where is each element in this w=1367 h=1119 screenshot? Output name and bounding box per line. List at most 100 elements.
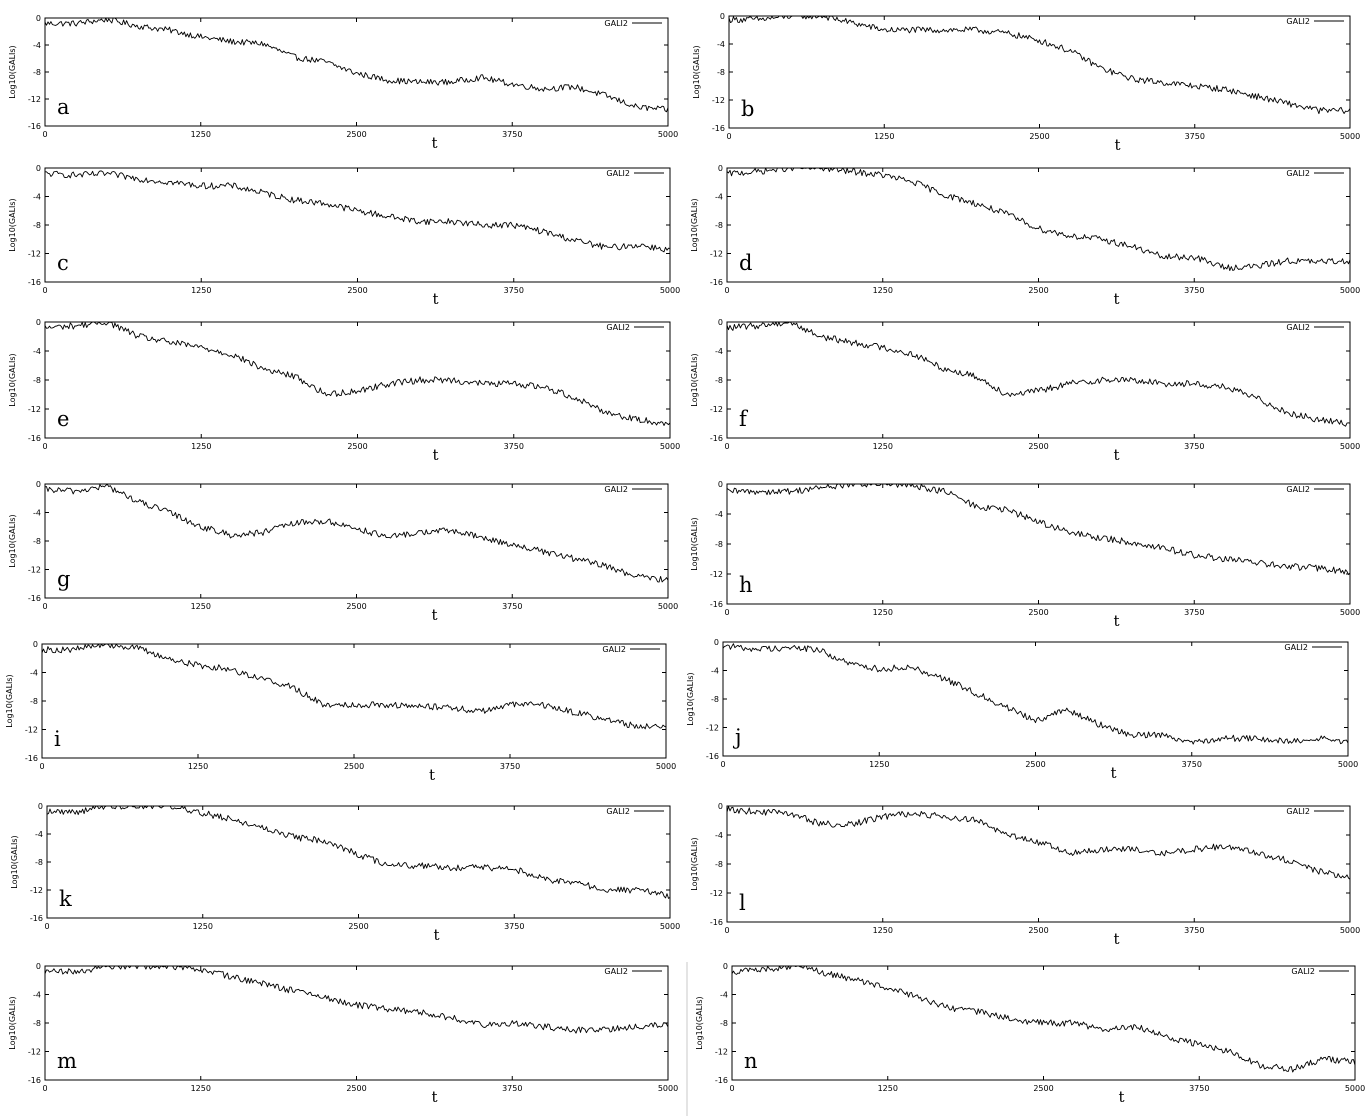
y-tick-label: -4 [33, 193, 41, 202]
y-tick-label: -8 [33, 1019, 41, 1028]
legend-label: GALI2 [604, 485, 628, 494]
x-tick-label: 3750 [1189, 1084, 1209, 1093]
y-tick-label: -8 [715, 221, 723, 230]
x-tick-label: 1250 [874, 132, 894, 141]
x-tick-label: 5000 [1345, 1084, 1365, 1093]
y-axis-label: Log10(GALIs) [8, 45, 17, 98]
x-tick-label: 3750 [1182, 760, 1202, 769]
chart-panel-l: 0-4-8-12-160 1250 2500 3750 5000Log10(GALIs)… [690, 802, 1360, 948]
y-axis-label: Log10(GALIs) [8, 514, 17, 567]
y-axis-label: Log10(GALIs) [8, 353, 17, 406]
plot-frame [722, 641, 1349, 757]
legend-label: GALI2 [602, 645, 626, 654]
x-tick-label: 2500 [346, 130, 366, 139]
x-axis-label: t [431, 1088, 437, 1106]
y-axis-label: Log10(GALIs) [10, 835, 19, 888]
y-tick-label: -16 [712, 124, 725, 133]
y-tick-label: -16 [30, 914, 43, 923]
x-tick-label: 0 [42, 286, 47, 295]
y-axis-label: Log10(GALIs) [690, 198, 699, 251]
legend-label: GALI2 [604, 967, 628, 976]
y-tick-label: 0 [36, 962, 41, 971]
y-tick-label: -12 [28, 95, 41, 104]
x-tick-label: 5000 [656, 762, 676, 771]
y-tick-label: 0 [718, 318, 723, 327]
x-tick-label: 0 [724, 442, 729, 451]
x-tick-label: 0 [42, 130, 47, 139]
x-tick-label: 2500 [1028, 608, 1048, 617]
series-line-gali2 [44, 17, 669, 113]
y-tick-label: 0 [723, 962, 728, 971]
series-line-gali2 [44, 321, 671, 426]
x-tick-label: 1250 [869, 760, 889, 769]
legend-label: GALI2 [1286, 169, 1310, 178]
y-tick-label: -8 [711, 695, 719, 704]
x-tick-label: 5000 [658, 602, 678, 611]
y-tick-label: -4 [715, 831, 723, 840]
series-line-gali2 [41, 643, 667, 730]
x-tick-label: 2500 [346, 602, 366, 611]
y-tick-label: -16 [28, 594, 41, 603]
x-tick-label: 1250 [873, 926, 893, 935]
series-line-gali2 [722, 643, 1349, 745]
y-tick-label: 0 [36, 480, 41, 489]
series-line-gali2 [44, 483, 669, 583]
series-line-gali2 [728, 15, 1351, 115]
series-line-gali2 [726, 806, 1351, 880]
x-tick-label: 3750 [1184, 608, 1204, 617]
panel-letter: e [57, 407, 69, 431]
x-tick-label: 0 [39, 762, 44, 771]
x-axis-label: t [1113, 612, 1119, 630]
x-tick-label: 0 [42, 1084, 47, 1093]
y-tick-label: -4 [35, 830, 43, 839]
plot-frame [726, 483, 1351, 605]
x-tick-label: 0 [726, 132, 731, 141]
x-tick-label: 5000 [1340, 926, 1360, 935]
y-axis-label: Log10(GALIs) [690, 353, 699, 406]
x-tick-label: 0 [729, 1084, 734, 1093]
x-tick-label: 5000 [660, 442, 680, 451]
y-tick-label: 0 [720, 12, 725, 21]
chart-panel-f: 0-4-8-12-160 1250 2500 3750 5000Log10(GALIs)… [690, 318, 1360, 464]
x-tick-label: 3750 [1185, 132, 1205, 141]
x-axis-label: t [433, 926, 439, 944]
legend-label: GALI2 [1284, 643, 1308, 652]
x-tick-label: 1250 [873, 442, 893, 451]
y-tick-label: 0 [718, 480, 723, 489]
x-tick-label: 2500 [347, 286, 367, 295]
x-tick-label: 0 [44, 922, 49, 931]
y-tick-label: -12 [28, 250, 41, 259]
x-axis-label: t [432, 446, 438, 464]
panel-letter: l [739, 891, 746, 915]
plot-frame [731, 965, 1356, 1081]
y-tick-label: 0 [714, 638, 719, 647]
chart-panel-h: 0-4-8-12-160 1250 2500 3750 5000Log10(GALIs)… [690, 480, 1360, 630]
y-tick-label: -8 [715, 540, 723, 549]
x-tick-label: 0 [42, 442, 47, 451]
y-axis-label: Log10(GALIs) [690, 837, 699, 890]
y-tick-label: -12 [25, 726, 38, 735]
plot-frame [44, 965, 669, 1081]
y-tick-label: -16 [25, 754, 38, 763]
y-tick-label: -12 [712, 96, 725, 105]
x-tick-label: 1250 [878, 1084, 898, 1093]
y-tick-label: 0 [36, 318, 41, 327]
chart-panel-g: 0-4-8-12-160 1250 2500 3750 5000Log10(GALIs)… [8, 480, 678, 624]
x-tick-label: 3750 [502, 602, 522, 611]
x-axis-label: t [1113, 290, 1119, 308]
x-tick-label: 2500 [1028, 926, 1048, 935]
x-tick-label: 1250 [188, 762, 208, 771]
x-tick-label: 1250 [191, 442, 211, 451]
legend-label: GALI2 [606, 169, 630, 178]
series-line-gali2 [726, 483, 1351, 576]
legend-label: GALI2 [606, 323, 630, 332]
y-tick-label: -8 [715, 376, 723, 385]
y-tick-label: -12 [710, 405, 723, 414]
x-tick-label: 5000 [660, 922, 680, 931]
x-axis-label: t [431, 606, 437, 624]
legend-label: GALI2 [1286, 17, 1310, 26]
y-axis-label: Log10(GALIs) [5, 674, 14, 727]
y-tick-label: -4 [33, 509, 41, 518]
y-tick-label: -16 [710, 434, 723, 443]
x-tick-label: 1250 [191, 1084, 211, 1093]
